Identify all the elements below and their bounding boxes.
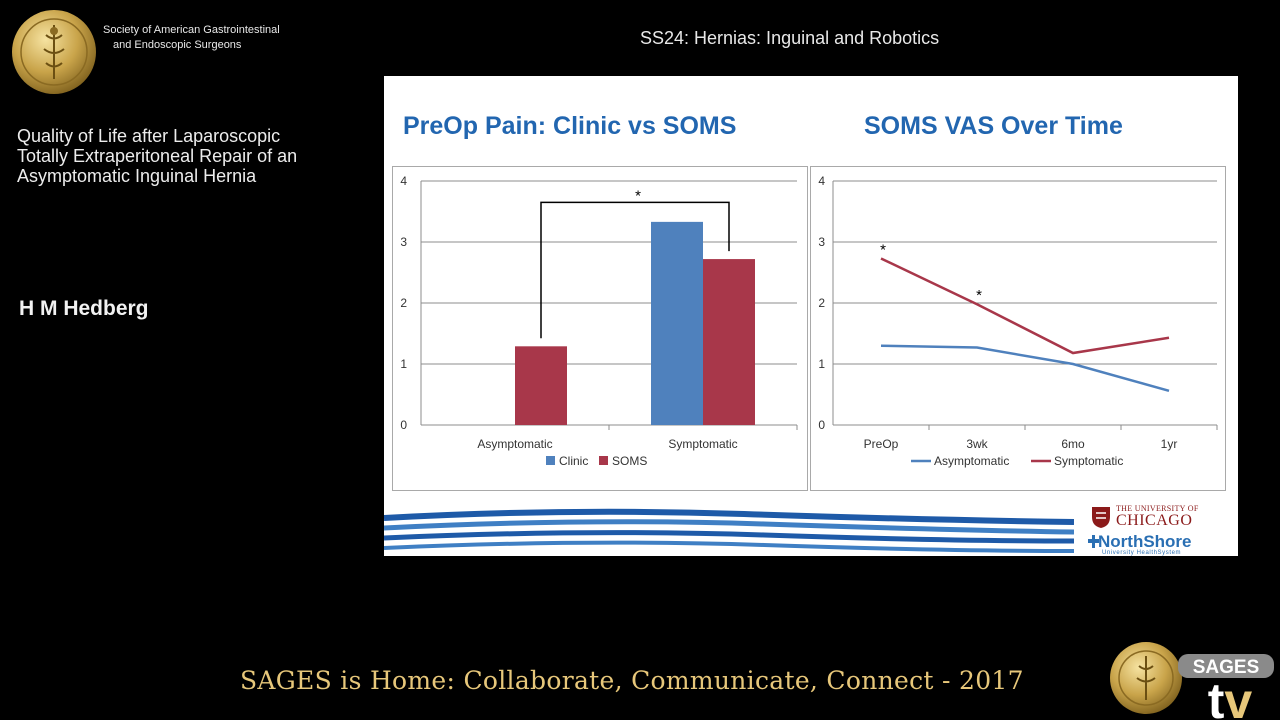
legend-label: Clinic xyxy=(559,454,588,468)
conference-title: SAGES is Home: Collaborate, Communicate,… xyxy=(240,666,1024,695)
chart-title-soms-vas: SOMS VAS Over Time xyxy=(864,112,1123,140)
tv-mark-text: tv xyxy=(1208,673,1253,720)
line-chart-canvas: 0 1 2 3 4 PreOp 3wk 6mo 1yr * * Asymptomatic Symptom… xyxy=(818,174,1218,468)
legend-swatch xyxy=(546,456,555,465)
northshore-logo-line2: University HealthSystem xyxy=(1102,550,1182,556)
legend-label: Asymptomatic xyxy=(934,454,1009,468)
sages-tv-logo[interactable]: SAGES tv xyxy=(1108,640,1280,720)
y-tick-label: 2 xyxy=(818,296,825,310)
y-tick-label: 1 xyxy=(818,357,825,371)
y-tick-label: 2 xyxy=(400,296,407,310)
significance-marker: * xyxy=(635,187,641,204)
northshore-logo-line1: NorthShore xyxy=(1098,532,1192,551)
bar-soms xyxy=(515,346,567,425)
session-title: SS24: Hernias: Inguinal and Robotics xyxy=(640,28,940,48)
bar-chart-canvas: 0 1 2 3 4 Asymptomatic Symptomatic * Clinic SOMS xyxy=(400,174,798,468)
sages-seal-logo xyxy=(12,10,96,94)
talk-title: Quality of Life after Laparoscopic Total… xyxy=(17,126,367,186)
significance-marker: * xyxy=(976,287,982,304)
tv-label-text: SAGES xyxy=(1193,657,1260,678)
y-tick-label: 1 xyxy=(400,357,407,371)
uchicago-shield-icon xyxy=(1092,507,1110,528)
legend-label: SOMS xyxy=(612,454,647,468)
series-line-symptomatic xyxy=(880,257,1170,355)
x-tick-label: Symptomatic xyxy=(668,437,737,451)
talk-title-line: Totally Extraperitoneal Repair of an xyxy=(17,146,298,166)
y-tick-label: 4 xyxy=(818,174,825,188)
x-tick-label: 6mo xyxy=(1061,437,1085,451)
organization-name-line1: Society of American Gastrointestinal xyxy=(103,24,280,36)
series-line-asymptomatic xyxy=(880,344,1170,393)
significance-marker: * xyxy=(880,241,886,258)
significance-bracket xyxy=(540,201,730,339)
presentation-slide: PreOp Pain: Clinic vs SOMS SOMS VAS Over… xyxy=(384,76,1238,556)
y-tick-label: 3 xyxy=(818,235,825,249)
x-tick-label: PreOp xyxy=(864,437,899,451)
x-tick-label: 3wk xyxy=(966,437,988,451)
legend-swatch xyxy=(599,456,608,465)
y-tick-label: 3 xyxy=(400,235,407,249)
organization-name-line2: and Endoscopic Surgeons xyxy=(113,39,242,51)
chart-title-preop-pain: PreOp Pain: Clinic vs SOMS xyxy=(403,112,737,140)
y-tick-label: 4 xyxy=(400,174,407,188)
x-tick-label: Asymptomatic xyxy=(477,437,552,451)
legend-label: Symptomatic xyxy=(1054,454,1123,468)
talk-title-line: Asymptomatic Inguinal Hernia xyxy=(17,166,257,186)
decorative-wave-footer xyxy=(384,508,1074,553)
presenter-name: H M Hedberg xyxy=(19,297,149,320)
uchicago-logo-line1: THE UNIVERSITY OF xyxy=(1116,504,1199,513)
x-tick-label: 1yr xyxy=(1161,437,1178,451)
bar-clinic xyxy=(651,221,703,425)
organization-name: Society of American Gastrointestinal and… xyxy=(103,23,280,53)
northshore-cross-icon xyxy=(1088,535,1099,548)
y-tick-label: 0 xyxy=(818,418,825,432)
bar-soms xyxy=(703,259,755,425)
y-tick-label: 0 xyxy=(400,418,407,432)
talk-title-line: Quality of Life after Laparoscopic xyxy=(17,126,281,146)
bar-chart-preop-pain: 0 1 2 3 4 Asymptomatic Symptomatic * Clinic SOMS xyxy=(392,166,808,491)
uchicago-logo-line2: CHICAGO xyxy=(1116,512,1193,529)
line-chart-soms-vas: 0 1 2 3 4 PreOp 3wk 6mo 1yr * * Asymptomatic Symptom… xyxy=(810,166,1226,491)
